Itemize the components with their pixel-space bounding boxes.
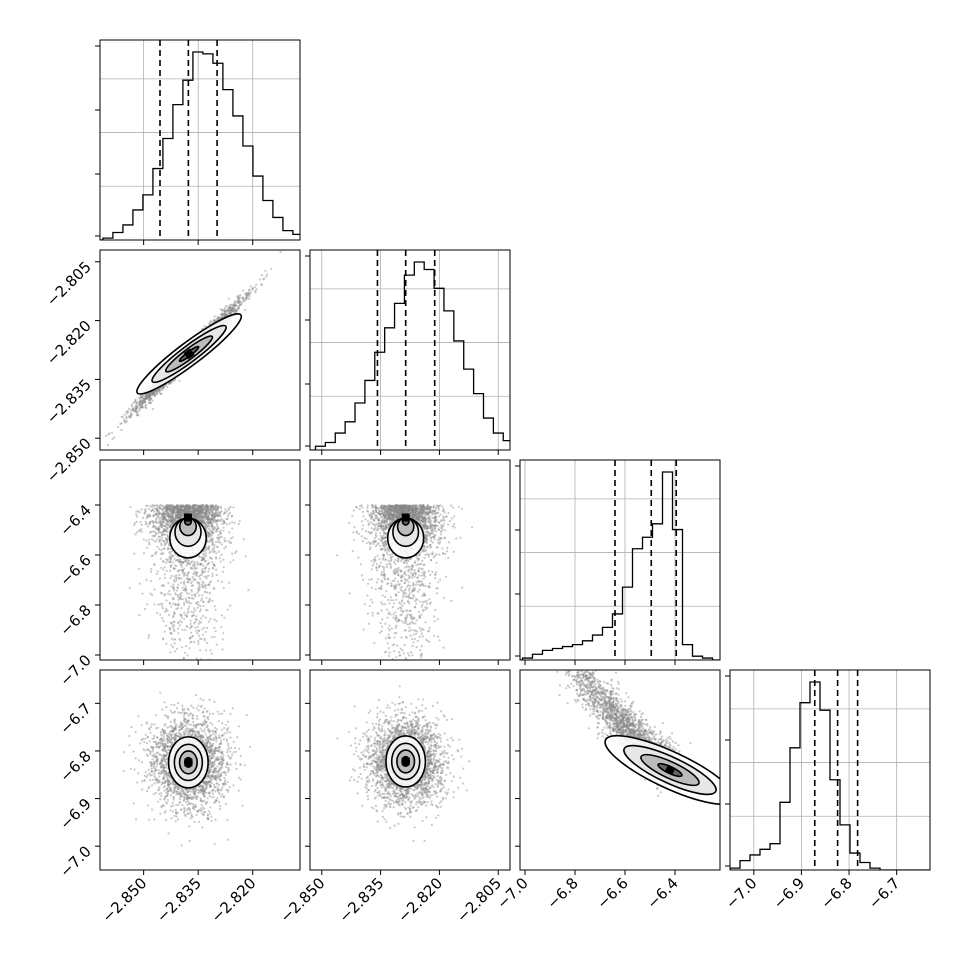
- panel-frame: [519, 459, 721, 661]
- y-tick-label: −2.835: [43, 376, 95, 428]
- density-peak: [664, 764, 676, 776]
- panel-frame: [99, 669, 301, 871]
- y-tick-label: −6.4: [56, 501, 94, 539]
- density-panel-1-3: −2.850 −2.835 −2.820 −2.805: [277, 669, 511, 926]
- panel-frame: [99, 459, 301, 661]
- density-layer: [336, 685, 471, 843]
- x-tick-label: −6.6: [593, 874, 631, 912]
- panel-frame: [309, 669, 511, 871]
- panel-frame: [519, 669, 721, 871]
- x-tick-label: −2.835: [153, 874, 205, 926]
- y-tick-label: −6.8: [56, 747, 94, 785]
- panel-frame: [99, 249, 301, 451]
- x-tick-label: −2.820: [394, 874, 446, 926]
- y-tick-label: −7.0: [56, 651, 94, 689]
- y-tick-label: −2.805: [43, 258, 95, 310]
- panel-frame: [309, 459, 511, 661]
- x-tick-label: −7.0: [722, 874, 760, 912]
- density-layer: [104, 250, 282, 447]
- histogram-steps: [520, 471, 720, 660]
- histogram-steps: [100, 51, 300, 240]
- x-tick-label: −6.7: [865, 874, 903, 912]
- y-tick-label: −6.8: [56, 601, 94, 639]
- histogram-steps: [730, 681, 930, 870]
- y-tick-label: −6.9: [56, 795, 94, 833]
- density-panel-1-2: [305, 459, 511, 665]
- density-peak: [401, 513, 410, 522]
- panel-frame: [729, 669, 931, 871]
- density-peak: [184, 513, 192, 522]
- density-panel-0-1: −2.850 −2.835 −2.820 −2.805: [43, 249, 301, 486]
- density-layer: [128, 503, 250, 660]
- density-peak: [401, 757, 410, 766]
- histogram-panel-2: [515, 459, 721, 665]
- x-tick-label: −2.850: [277, 874, 329, 926]
- density-panel-0-3: −2.850 −2.835 −2.820 −7.0 −6.9 −6.8 −6.7: [56, 669, 301, 926]
- histogram-panel-1: [305, 249, 511, 455]
- density-panel-2-3: −7.0 −6.8 −6.6 −6.4: [493, 669, 721, 913]
- y-tick-label: −2.850: [43, 434, 95, 486]
- y-tick-label: −7.0: [56, 842, 94, 880]
- x-tick-label: −2.850: [98, 874, 150, 926]
- x-tick-label: −6.8: [543, 874, 581, 912]
- density-layer: [554, 670, 720, 806]
- y-tick-label: −2.820: [43, 317, 95, 369]
- histogram-panel-3: −7.0 −6.9 −6.8 −6.7: [722, 669, 931, 913]
- y-tick-label: −6.7: [56, 699, 94, 737]
- x-tick-label: −2.835: [335, 874, 387, 926]
- density-peak: [183, 348, 195, 360]
- histogram-steps: [310, 261, 510, 450]
- density-panel-0-2: −7.0 −6.8 −6.6 −6.4: [56, 459, 301, 690]
- panel-frame: [99, 39, 301, 241]
- x-tick-label: −6.4: [643, 874, 681, 912]
- x-tick-label: −6.9: [770, 874, 808, 912]
- density-peak: [184, 758, 193, 767]
- x-tick-label: −2.820: [208, 874, 260, 926]
- x-tick-label: −6.8: [817, 874, 855, 912]
- density-layer: [122, 691, 252, 847]
- histogram-panel-0: [95, 39, 301, 245]
- panel-frame: [309, 249, 511, 451]
- x-tick-label: −7.0: [493, 874, 531, 912]
- y-tick-label: −6.6: [56, 551, 94, 589]
- density-layer: [336, 503, 474, 660]
